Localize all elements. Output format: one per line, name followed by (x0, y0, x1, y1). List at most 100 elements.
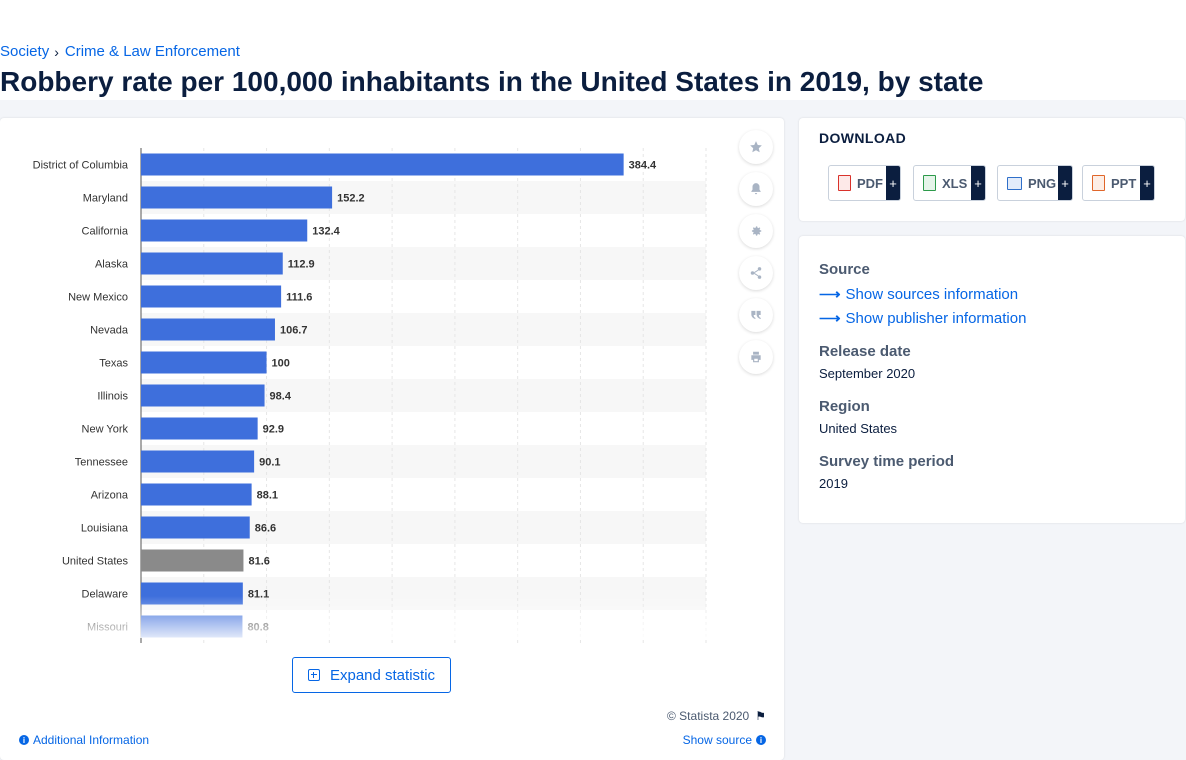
data-label: 92.9 (263, 424, 284, 436)
category-label: Louisiana (81, 523, 129, 535)
bar (141, 384, 265, 407)
favorite-button[interactable] (739, 130, 773, 164)
bar (141, 285, 282, 308)
arrow-right-icon: ⟶ (819, 286, 841, 303)
chart-toolbar (739, 130, 773, 382)
bar (141, 351, 267, 374)
additional-information-label: Additional Information (33, 733, 150, 747)
breadcrumb: Society › Crime & Law Enforcement (0, 43, 240, 60)
bell-icon (751, 183, 761, 195)
category-label: Texas (99, 358, 128, 370)
data-label: 152.2 (337, 193, 365, 205)
release-date-value: September 2020 (819, 366, 916, 381)
statistic-details-card: Source ⟶ Show sources information ⟶ Show… (799, 236, 1185, 523)
show-sources-label: Show sources information (845, 285, 1019, 303)
data-label: 106.7 (280, 325, 308, 337)
category-label: Illinois (97, 391, 128, 403)
print-button[interactable] (739, 340, 773, 374)
data-label: 111.6 (286, 292, 312, 304)
additional-information-link[interactable]: i Additional Information (19, 733, 149, 747)
category-label: New Mexico (68, 292, 128, 304)
data-label: 81.1 (248, 589, 269, 601)
bar (141, 153, 624, 176)
bar (141, 450, 255, 473)
quote-icon (751, 310, 761, 320)
release-date-heading: Release date (819, 343, 911, 360)
category-label: Delaware (82, 589, 128, 601)
bar (141, 516, 250, 539)
print-icon (751, 351, 761, 363)
plus-icon: + (971, 166, 985, 200)
gear-icon (751, 226, 762, 236)
region-heading: Region (819, 398, 870, 415)
download-ppt-button[interactable]: PPT + (1082, 165, 1155, 201)
show-sources-link[interactable]: ⟶ Show sources information (819, 285, 1019, 304)
category-label: Alaska (95, 259, 129, 271)
bar (141, 252, 283, 275)
plus-icon: + (1058, 166, 1072, 200)
bar (141, 219, 308, 242)
download-pdf-button[interactable]: PDF + (828, 165, 901, 201)
bar (141, 483, 252, 506)
expand-icon (307, 669, 320, 681)
chart-card: District of Columbia 384.4 Maryland 152.2 Ca… (0, 118, 784, 760)
category-label: United States (62, 556, 129, 568)
show-publisher-link[interactable]: ⟶ Show publisher information (819, 309, 1027, 328)
share-button[interactable] (739, 256, 773, 290)
plus-icon: + (1140, 166, 1154, 200)
source-heading: Source (819, 261, 870, 278)
bar (141, 549, 244, 572)
png-file-icon (1007, 176, 1022, 190)
expand-statistic-button[interactable]: Expand statistic (292, 657, 451, 693)
category-label: Arizona (91, 490, 129, 502)
breadcrumb-society[interactable]: Society (0, 43, 50, 60)
plus-icon: + (886, 166, 900, 200)
expand-statistic-label: Expand statistic (329, 666, 436, 684)
data-label: 86.6 (255, 523, 276, 535)
copyright-text: © Statista 2020 (667, 709, 750, 723)
data-label: 90.1 (259, 457, 280, 469)
bar-chart: District of Columbia 384.4 Maryland 152.2 Ca… (33, 148, 707, 643)
ppt-file-icon (1092, 175, 1105, 191)
data-label: 132.4 (312, 226, 340, 238)
info-icon: i (19, 735, 29, 745)
data-label: 81.6 (248, 556, 269, 568)
show-source-link[interactable]: Show source i (683, 733, 766, 747)
download-card: DOWNLOAD PDF + XLS + PNG + PPT + (799, 118, 1185, 221)
survey-period-value: 2019 (819, 476, 848, 491)
download-png-button[interactable]: PNG + (997, 165, 1073, 201)
notification-button[interactable] (739, 172, 773, 206)
arrow-right-icon: ⟶ (819, 310, 841, 327)
settings-button[interactable] (739, 214, 773, 248)
bar (141, 186, 333, 209)
pdf-file-icon (838, 175, 851, 191)
data-label: 384.4 (629, 160, 657, 172)
bar (141, 615, 243, 638)
show-source-label: Show source (682, 733, 752, 747)
download-pdf-label: PDF (857, 175, 883, 191)
category-label: Maryland (83, 193, 128, 205)
data-label: 112.9 (288, 259, 315, 271)
data-label: 98.4 (270, 391, 292, 403)
survey-period-heading: Survey time period (819, 453, 955, 470)
cite-button[interactable] (739, 298, 773, 332)
download-xls-button[interactable]: XLS + (913, 165, 986, 201)
flag-icon[interactable]: ⚑ (755, 709, 766, 723)
category-label: Nevada (90, 325, 129, 337)
category-label: Tennessee (75, 457, 128, 469)
breadcrumb-crime-law-enforcement[interactable]: Crime & Law Enforcement (64, 43, 240, 60)
region-value: United States (819, 421, 898, 436)
bar (141, 582, 243, 605)
bar (141, 318, 275, 341)
download-png-label: PNG (1028, 175, 1057, 191)
download-ppt-label: PPT (1111, 175, 1137, 191)
category-label: Missouri (87, 622, 128, 634)
show-publisher-label: Show publisher information (845, 309, 1027, 327)
info-icon: i (756, 735, 766, 745)
data-label: 100 (272, 358, 290, 370)
category-label: District of Columbia (33, 160, 129, 172)
category-label: California (82, 226, 129, 238)
data-label: 80.8 (247, 622, 268, 634)
breadcrumb-separator: › (54, 43, 59, 60)
category-label: New York (82, 424, 129, 436)
